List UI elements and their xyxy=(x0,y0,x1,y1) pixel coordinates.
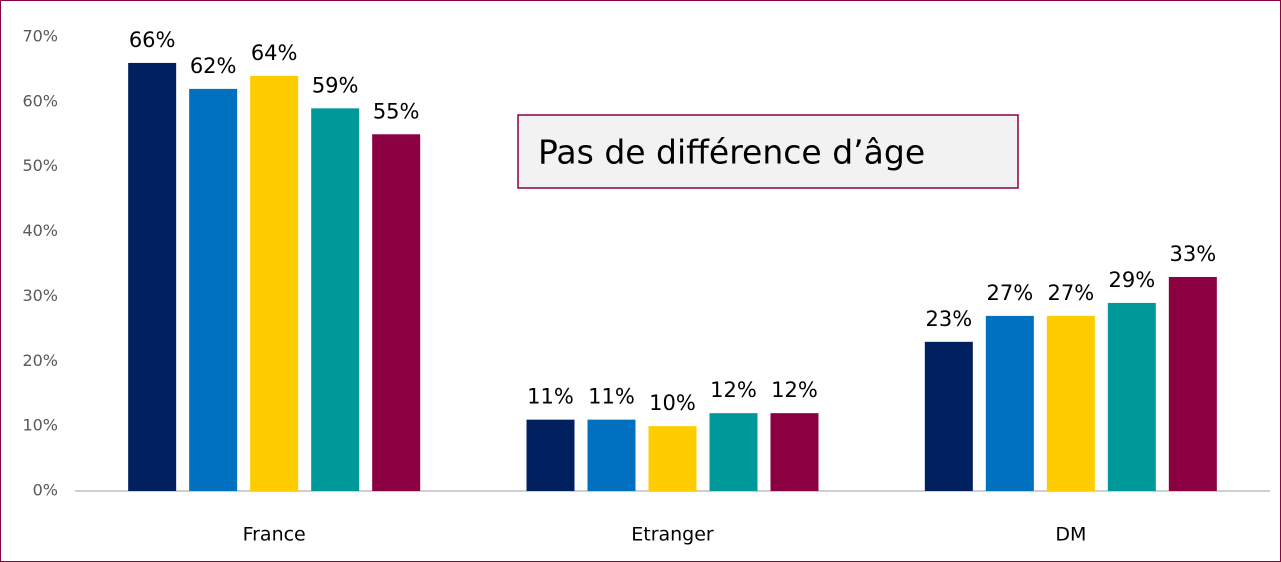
data-label: 27% xyxy=(986,281,1033,305)
annotation: Pas de différence d’âge xyxy=(538,133,925,172)
data-label: 23% xyxy=(925,307,972,331)
data-label: 64% xyxy=(251,41,298,65)
y-tick-label: 10% xyxy=(22,416,58,435)
bar xyxy=(372,134,421,492)
data-label: 11% xyxy=(527,385,574,409)
bar xyxy=(128,62,177,491)
data-label: 33% xyxy=(1169,242,1216,266)
data-label: 62% xyxy=(190,54,237,78)
bar xyxy=(924,341,973,491)
bar xyxy=(526,419,575,491)
x-tick-label: DM xyxy=(1055,524,1086,546)
data-label: 12% xyxy=(771,378,818,402)
bar xyxy=(250,75,299,492)
data-label: 59% xyxy=(312,73,359,97)
data-label: 12% xyxy=(710,378,757,402)
data-label: 10% xyxy=(649,391,696,415)
y-tick-label: 60% xyxy=(22,91,58,110)
data-label: 55% xyxy=(373,99,420,123)
bar xyxy=(189,88,238,491)
bar xyxy=(1107,302,1156,491)
bar xyxy=(709,413,758,491)
data-label: 66% xyxy=(129,28,176,52)
bar xyxy=(770,413,819,491)
y-tick-label: 40% xyxy=(22,221,58,240)
y-tick-label: 0% xyxy=(33,481,58,500)
bar xyxy=(648,426,697,491)
data-label: 29% xyxy=(1108,268,1155,292)
x-tick-label: Etranger xyxy=(631,524,714,546)
bar xyxy=(985,315,1034,491)
y-tick-label: 20% xyxy=(22,351,58,370)
annotation-box xyxy=(517,114,1019,189)
data-label: 27% xyxy=(1047,281,1094,305)
bar xyxy=(1168,276,1217,491)
bar xyxy=(1046,315,1095,491)
x-tick-label: France xyxy=(243,524,306,546)
y-tick-label: 30% xyxy=(22,286,58,305)
bar xyxy=(587,419,636,491)
data-label: 11% xyxy=(588,385,635,409)
y-tick-label: 50% xyxy=(22,156,58,175)
y-tick-label: 70% xyxy=(22,27,58,46)
bar xyxy=(311,108,360,491)
